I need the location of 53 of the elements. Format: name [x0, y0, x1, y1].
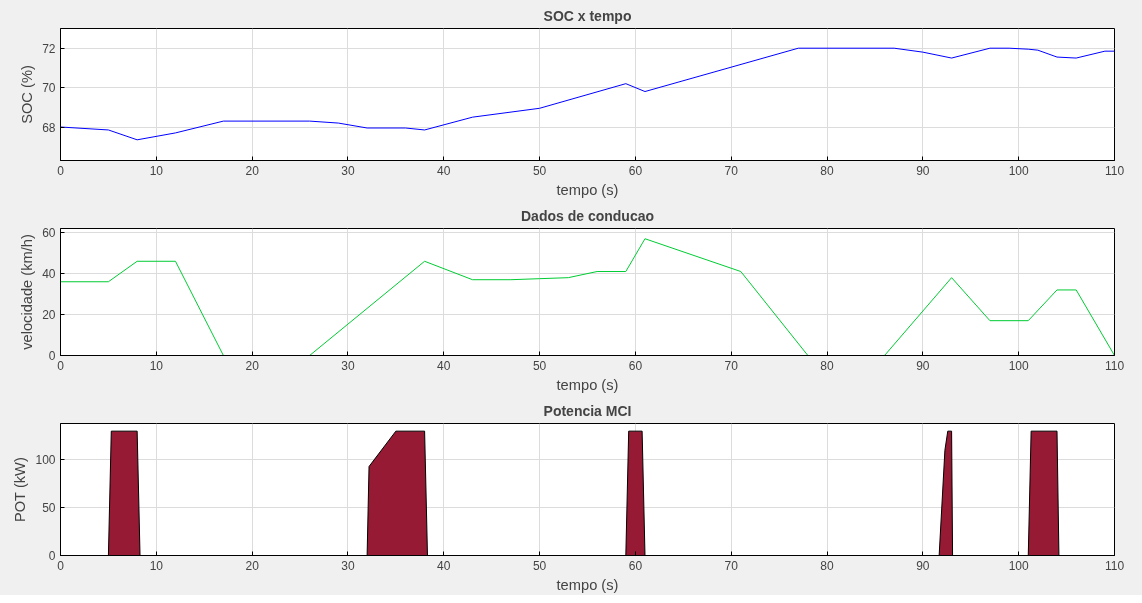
x-tick-label: 80 — [820, 358, 835, 373]
x-tick-label: 20 — [245, 358, 260, 373]
x-tick-label: 40 — [437, 163, 451, 178]
x-tick-label: 110 — [1104, 163, 1125, 178]
x-tick-label: 100 — [1008, 558, 1030, 573]
x-tick-label: 50 — [532, 358, 547, 373]
y-tick-label: 100 — [35, 453, 56, 468]
x-tick-label: 30 — [341, 163, 355, 178]
x-tick-label: 60 — [628, 558, 643, 573]
y-tick-label: 0 — [48, 349, 56, 363]
x-tick-label: 110 — [1104, 358, 1125, 373]
y-tick-label: 72 — [42, 41, 56, 56]
x-tick-label: 60 — [628, 163, 643, 178]
x-tick-label: 20 — [245, 558, 260, 573]
x-tick-label: 110 — [1104, 558, 1125, 573]
x-tick-label: 20 — [245, 163, 260, 178]
x-axis-title: tempo (s) — [556, 181, 619, 198]
x-tick-label: 10 — [149, 358, 164, 373]
x-tick-label: 40 — [437, 558, 451, 573]
x-tick-label: 30 — [341, 558, 355, 573]
y-tick-label: 68 — [42, 120, 56, 135]
y-tick-label: 0 — [48, 549, 56, 563]
x-tick-label: 60 — [628, 358, 643, 373]
x-tick-label: 100 — [1008, 163, 1030, 178]
y-tick-label: 60 — [42, 226, 56, 241]
y-tick-label: 70 — [42, 81, 56, 96]
y-tick-label: 20 — [42, 308, 56, 323]
chart-title: Dados de conducao — [520, 207, 655, 224]
y-axis-title: velocidade (km/h) — [19, 234, 36, 350]
x-axis-title: tempo (s) — [556, 376, 619, 393]
x-tick-label: 50 — [532, 558, 547, 573]
x-tick-label: 90 — [916, 358, 930, 373]
line-series — [60, 47, 1115, 141]
x-tick-label: 70 — [724, 163, 739, 178]
x-tick-label: 100 — [1008, 358, 1030, 373]
y-tick-label: 40 — [42, 267, 56, 282]
y-tick-label: 50 — [42, 501, 56, 516]
x-tick-label: 90 — [916, 558, 930, 573]
y-axis-title: POT (kW) — [12, 457, 29, 523]
x-tick-label: 10 — [149, 558, 164, 573]
chart-title: Potencia MCI — [543, 402, 632, 419]
y-axis-title: SOC (%) — [19, 65, 36, 124]
x-tick-label: 80 — [820, 558, 835, 573]
x-tick-label: 50 — [532, 163, 547, 178]
x-tick-label: 70 — [724, 358, 739, 373]
chart-title: SOC x tempo — [543, 7, 632, 24]
x-tick-label: 70 — [724, 558, 739, 573]
x-tick-label: 30 — [341, 358, 355, 373]
x-tick-label: 40 — [437, 358, 451, 373]
x-axis-title: tempo (s) — [556, 576, 619, 593]
x-tick-label: 80 — [820, 163, 835, 178]
x-tick-label: 10 — [149, 163, 164, 178]
x-tick-label: 90 — [916, 163, 930, 178]
